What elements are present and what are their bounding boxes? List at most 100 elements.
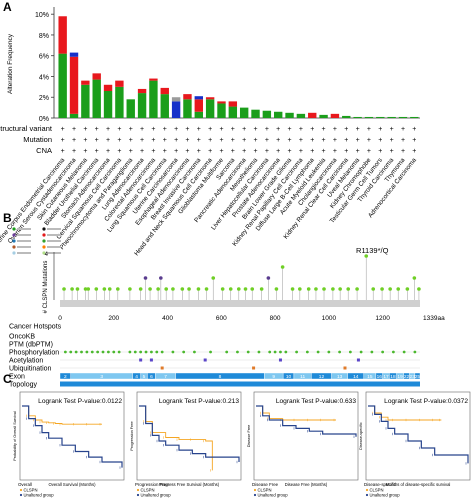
- b-topology-bar: [60, 381, 420, 387]
- a-row-marker: +: [253, 137, 257, 144]
- c-km-curve-low: [256, 405, 357, 437]
- a-row-marker: +: [344, 148, 348, 155]
- a-row-marker: +: [129, 126, 133, 133]
- b-lollipop-head: [405, 287, 410, 291]
- c-y-axis-label: Disease-specific: [359, 422, 363, 450]
- c-legend-swatch-high: [19, 488, 23, 492]
- c-x-axis-label: Progress Free Survival (Months): [159, 482, 220, 487]
- a-row-marker: +: [208, 148, 212, 155]
- a-row-marker: +: [95, 137, 99, 144]
- b-lollipop-head: [128, 287, 132, 291]
- b-phospho-site: [155, 350, 159, 354]
- b-phospho-site: [246, 350, 250, 354]
- b-lollipop-head: [148, 287, 152, 291]
- a-bar-amplification: [228, 101, 238, 107]
- b-lollipop-head: [143, 276, 148, 280]
- b-legend-text-line: [17, 246, 31, 248]
- a-y-tick-label: 6%: [39, 54, 49, 61]
- a-bar-amplification: [308, 112, 317, 118]
- c-plot-title: Overall: [18, 482, 32, 487]
- a-bar-amplification: [194, 99, 203, 112]
- a-bar-mutation: [285, 112, 294, 118]
- b-x-tick-label: 1000: [322, 315, 337, 322]
- a-row-marker: +: [401, 137, 405, 144]
- b-phospho-site: [268, 350, 272, 354]
- a-row-marker: +: [117, 148, 121, 155]
- b-track-label: PTM (dbPTM): [9, 342, 53, 349]
- a-row-marker: +: [197, 137, 201, 144]
- a-row-marker: +: [83, 126, 87, 133]
- a-row-marker: +: [231, 137, 235, 144]
- a-row-marker: +: [390, 126, 394, 133]
- a-row-marker: +: [344, 126, 348, 133]
- b-lollipop-head: [371, 287, 376, 291]
- b-legend-swatch: [42, 227, 46, 231]
- panel-c-survival-plots: Logrank Test P-value:0.0122 Probability o…: [13, 391, 471, 498]
- b-phospho-site: [74, 350, 78, 354]
- a-bar-amplification: [137, 88, 147, 94]
- b-phospho-site: [139, 350, 143, 354]
- b-phospho-site: [225, 350, 229, 354]
- b-legend-text-line: [17, 228, 31, 230]
- b-lollipop-head: [228, 287, 233, 291]
- c-plot-title: Progression Free: [135, 482, 169, 487]
- b-phospho-site: [69, 350, 73, 354]
- a-row-marker: +: [310, 137, 314, 144]
- a-bar-mutation: [364, 116, 374, 118]
- b-phospho-site: [279, 350, 282, 354]
- c-x-axis-label: Months of disease-specific survival: [386, 482, 451, 487]
- a-bar-mutation: [92, 79, 101, 118]
- b-phospho-site: [327, 350, 331, 354]
- b-lollipop-head: [259, 287, 264, 291]
- a-bar-deep_deletion: [194, 96, 203, 100]
- b-lollipop-head: [412, 276, 417, 280]
- a-row-marker: +: [72, 148, 76, 155]
- b-exon-block: [414, 372, 421, 380]
- b-lollipop-head: [364, 254, 369, 258]
- b-lollipop-head: [70, 287, 74, 291]
- a-bar-amplification: [149, 78, 158, 81]
- a-row-marker: +: [151, 126, 155, 133]
- a-bar-mutation: [342, 115, 351, 118]
- a-row-marker: +: [163, 126, 167, 133]
- b-lollipop-head: [338, 287, 342, 291]
- b-exon-label: 2: [64, 374, 67, 380]
- b-lollipop-head: [204, 287, 209, 291]
- b-lollipop-head: [86, 287, 91, 291]
- b-y-axis-label: # CLSPN Mutations: [43, 261, 49, 314]
- b-phospho-site: [133, 350, 137, 354]
- b-phospho-site: [90, 350, 94, 354]
- c-pvalue: Logrank Test P-value:0.0122: [38, 398, 122, 405]
- a-row-marker: +: [95, 126, 99, 133]
- b-exon-label: 11: [300, 374, 305, 380]
- a-row-marker: +: [174, 148, 178, 155]
- b-phospho-site: [338, 350, 342, 354]
- a-row-marker: +: [151, 148, 155, 155]
- b-legend-swatch: [42, 233, 46, 237]
- a-row-marker: +: [61, 148, 65, 155]
- b-phospho-site: [295, 350, 298, 354]
- b-lollipop-head: [298, 287, 302, 291]
- a-row-marker: +: [185, 126, 189, 133]
- c-legend-label-low: Unaltered group: [370, 493, 401, 498]
- a-row-marker: +: [310, 126, 314, 133]
- panel-a-alteration-chart: 0% 2% 4% 6% 8% 10% Alteration Frequency Structu…: [0, 7, 420, 257]
- b-x-tick-label: 400: [162, 315, 173, 322]
- c-legend-swatch-low: [19, 493, 23, 497]
- b-exon-label: 12: [319, 374, 325, 380]
- a-bar-amplification: [92, 73, 101, 80]
- a-y-tick-label: 8%: [39, 33, 49, 40]
- b-lollipop-head: [102, 287, 107, 291]
- a-row-marker: +: [72, 126, 76, 133]
- a-bar-mutation: [319, 114, 328, 118]
- a-row-marker: +: [378, 126, 382, 133]
- b-legend-text-line: [17, 234, 31, 236]
- b-lollipop-head: [180, 287, 185, 291]
- b-exon-label: 19: [397, 374, 403, 380]
- c-legend-label-high: CLSPN: [370, 488, 384, 493]
- b-phospho-site: [128, 350, 132, 354]
- c-plot-title: Disease Free: [252, 482, 279, 487]
- c-km-curve-low: [368, 405, 469, 464]
- b-x-tick-label: 0: [58, 315, 62, 322]
- a-row-marker: +: [299, 137, 303, 144]
